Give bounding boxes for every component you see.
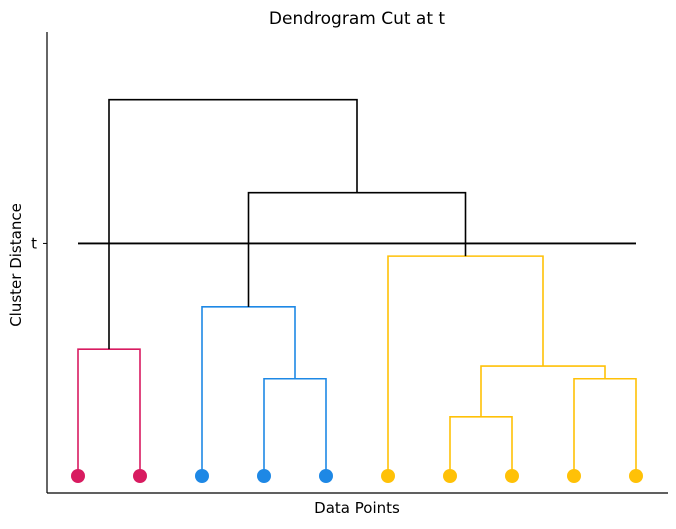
merge-link-5 xyxy=(480,365,606,417)
merge-link-7 xyxy=(247,191,467,307)
leaf-point-3 xyxy=(195,469,209,483)
leaf-point-1 xyxy=(71,469,85,483)
y-axis-label: Cluster Distance xyxy=(7,203,25,327)
leaves-layer xyxy=(71,469,643,483)
merge-link-4 xyxy=(573,377,637,476)
cut-tick-label: t xyxy=(31,234,37,252)
leaf-point-8 xyxy=(505,469,519,483)
merge-link-0 xyxy=(77,348,141,476)
leaf-point-2 xyxy=(133,469,147,483)
links-layer xyxy=(77,98,637,476)
merge-link-2 xyxy=(201,306,296,476)
merge-link-3 xyxy=(449,416,513,476)
merge-link-8 xyxy=(108,98,358,350)
leaf-point-4 xyxy=(257,469,271,483)
leaf-point-5 xyxy=(319,469,333,483)
merge-link-1 xyxy=(263,377,327,476)
x-axis-label: Data Points xyxy=(314,499,400,517)
chart-title: Dendrogram Cut at t xyxy=(269,9,445,29)
leaf-point-9 xyxy=(567,469,581,483)
leaf-point-7 xyxy=(443,469,457,483)
leaf-point-10 xyxy=(629,469,643,483)
leaf-point-6 xyxy=(381,469,395,483)
